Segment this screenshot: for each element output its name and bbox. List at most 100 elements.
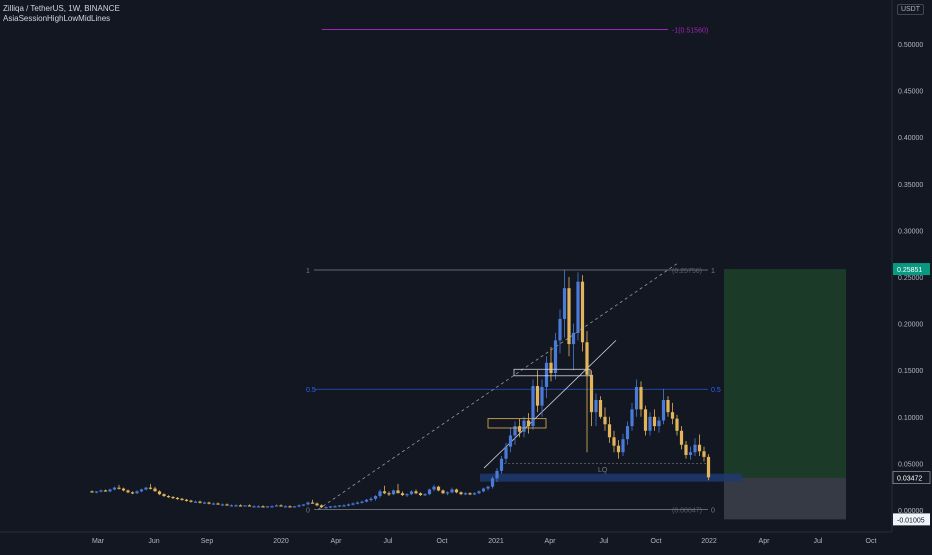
candle-body[interactable] [189,500,193,502]
candle-body[interactable] [256,506,261,508]
candle-body[interactable] [90,491,94,493]
candle-body[interactable] [418,493,423,496]
candle-body[interactable] [688,452,693,456]
candle-body[interactable] [535,386,540,406]
candle-body[interactable] [387,493,391,495]
candle-body[interactable] [558,318,562,341]
candle-body[interactable] [706,456,711,478]
candle-body[interactable] [693,444,697,453]
candle-body[interactable] [684,444,688,456]
candle-body[interactable] [436,486,441,491]
candle-body[interactable] [625,426,630,440]
candle-body[interactable] [409,491,414,495]
candle-body[interactable] [103,490,108,492]
candle-body[interactable] [391,490,396,495]
candle-body[interactable] [450,489,454,493]
candle-body[interactable] [220,504,225,506]
candle-body[interactable] [166,496,171,498]
candle-body[interactable] [504,446,508,459]
candle-body[interactable] [594,400,598,413]
candle-body[interactable] [423,494,427,496]
candle-body[interactable] [603,416,607,425]
candle-body[interactable] [279,505,283,507]
candle-body[interactable] [567,288,571,345]
candle-body[interactable] [598,400,603,417]
candle-body[interactable] [517,426,522,432]
candle-body[interactable] [112,487,117,490]
candle-body[interactable] [549,362,553,373]
candle-body[interactable] [531,386,535,427]
candle-body[interactable] [472,493,477,495]
candle-body[interactable] [238,505,243,507]
candle-body[interactable] [486,486,490,489]
box-yellow[interactable] [487,418,547,429]
candle-body[interactable] [666,400,670,413]
candle-body[interactable] [445,492,450,494]
candle-body[interactable] [382,491,387,494]
candle-body[interactable] [337,505,342,507]
candle-body[interactable] [576,281,580,333]
candle-body[interactable] [652,416,657,427]
candle-body[interactable] [378,491,382,497]
candle-body[interactable] [202,502,207,504]
candle-body[interactable] [468,493,472,495]
candle-body[interactable] [99,490,103,492]
candle-body[interactable] [297,505,301,507]
candle-body[interactable] [490,478,495,487]
candle-body[interactable] [639,386,643,410]
candle-body[interactable] [630,409,634,427]
candle-body[interactable] [135,491,139,494]
candle-body[interactable] [351,503,355,505]
candle-body[interactable] [607,424,612,438]
candle-body[interactable] [513,426,517,436]
candle-body[interactable] [144,487,148,490]
candle-body[interactable] [364,499,369,502]
candle-body[interactable] [427,489,432,495]
stop-zone[interactable] [724,477,846,520]
candle-body[interactable] [670,412,675,419]
candle-body[interactable] [657,420,661,427]
currency-button[interactable]: USDT [896,4,924,15]
candle-body[interactable] [441,490,445,494]
candle-body[interactable] [234,505,238,507]
candle-body[interactable] [346,504,351,506]
candle-body[interactable] [130,492,135,494]
candle-body[interactable] [310,502,315,504]
candle-body[interactable] [648,416,652,431]
candle-body[interactable] [211,503,216,505]
entry-zone[interactable] [480,473,742,482]
candle-body[interactable] [634,386,639,410]
candle-body[interactable] [121,488,126,491]
candle-body[interactable] [288,506,292,508]
candle-body[interactable] [180,498,184,501]
candle-body[interactable] [697,444,702,452]
candle-body[interactable] [162,494,166,497]
candle-body[interactable] [373,496,378,499]
candle-body[interactable] [477,491,481,494]
candle-body[interactable] [643,409,648,431]
target-zone[interactable] [724,269,846,478]
candle-body[interactable] [495,470,499,479]
candle-body[interactable] [342,505,346,507]
symbol-title[interactable]: Zilliqa / TetherUS, 1W, BINANCE [3,4,120,13]
candle-body[interactable] [400,493,405,496]
candle-body[interactable] [589,374,594,413]
candle-body[interactable] [508,435,513,447]
candle-body[interactable] [301,504,306,506]
candle-body[interactable] [315,503,319,506]
candle-body[interactable] [157,491,162,495]
candle-body[interactable] [283,506,288,508]
candle-body[interactable] [585,342,589,375]
candle-body[interactable] [184,499,189,501]
candle-body[interactable] [562,288,567,319]
candle-body[interactable] [328,506,333,508]
candle-body[interactable] [396,490,400,494]
candle-body[interactable] [432,486,436,490]
candle-body[interactable] [355,502,360,504]
candle-body[interactable] [229,505,234,507]
candle-body[interactable] [247,505,252,507]
candle-body[interactable] [522,420,526,432]
candle-body[interactable] [540,386,544,406]
